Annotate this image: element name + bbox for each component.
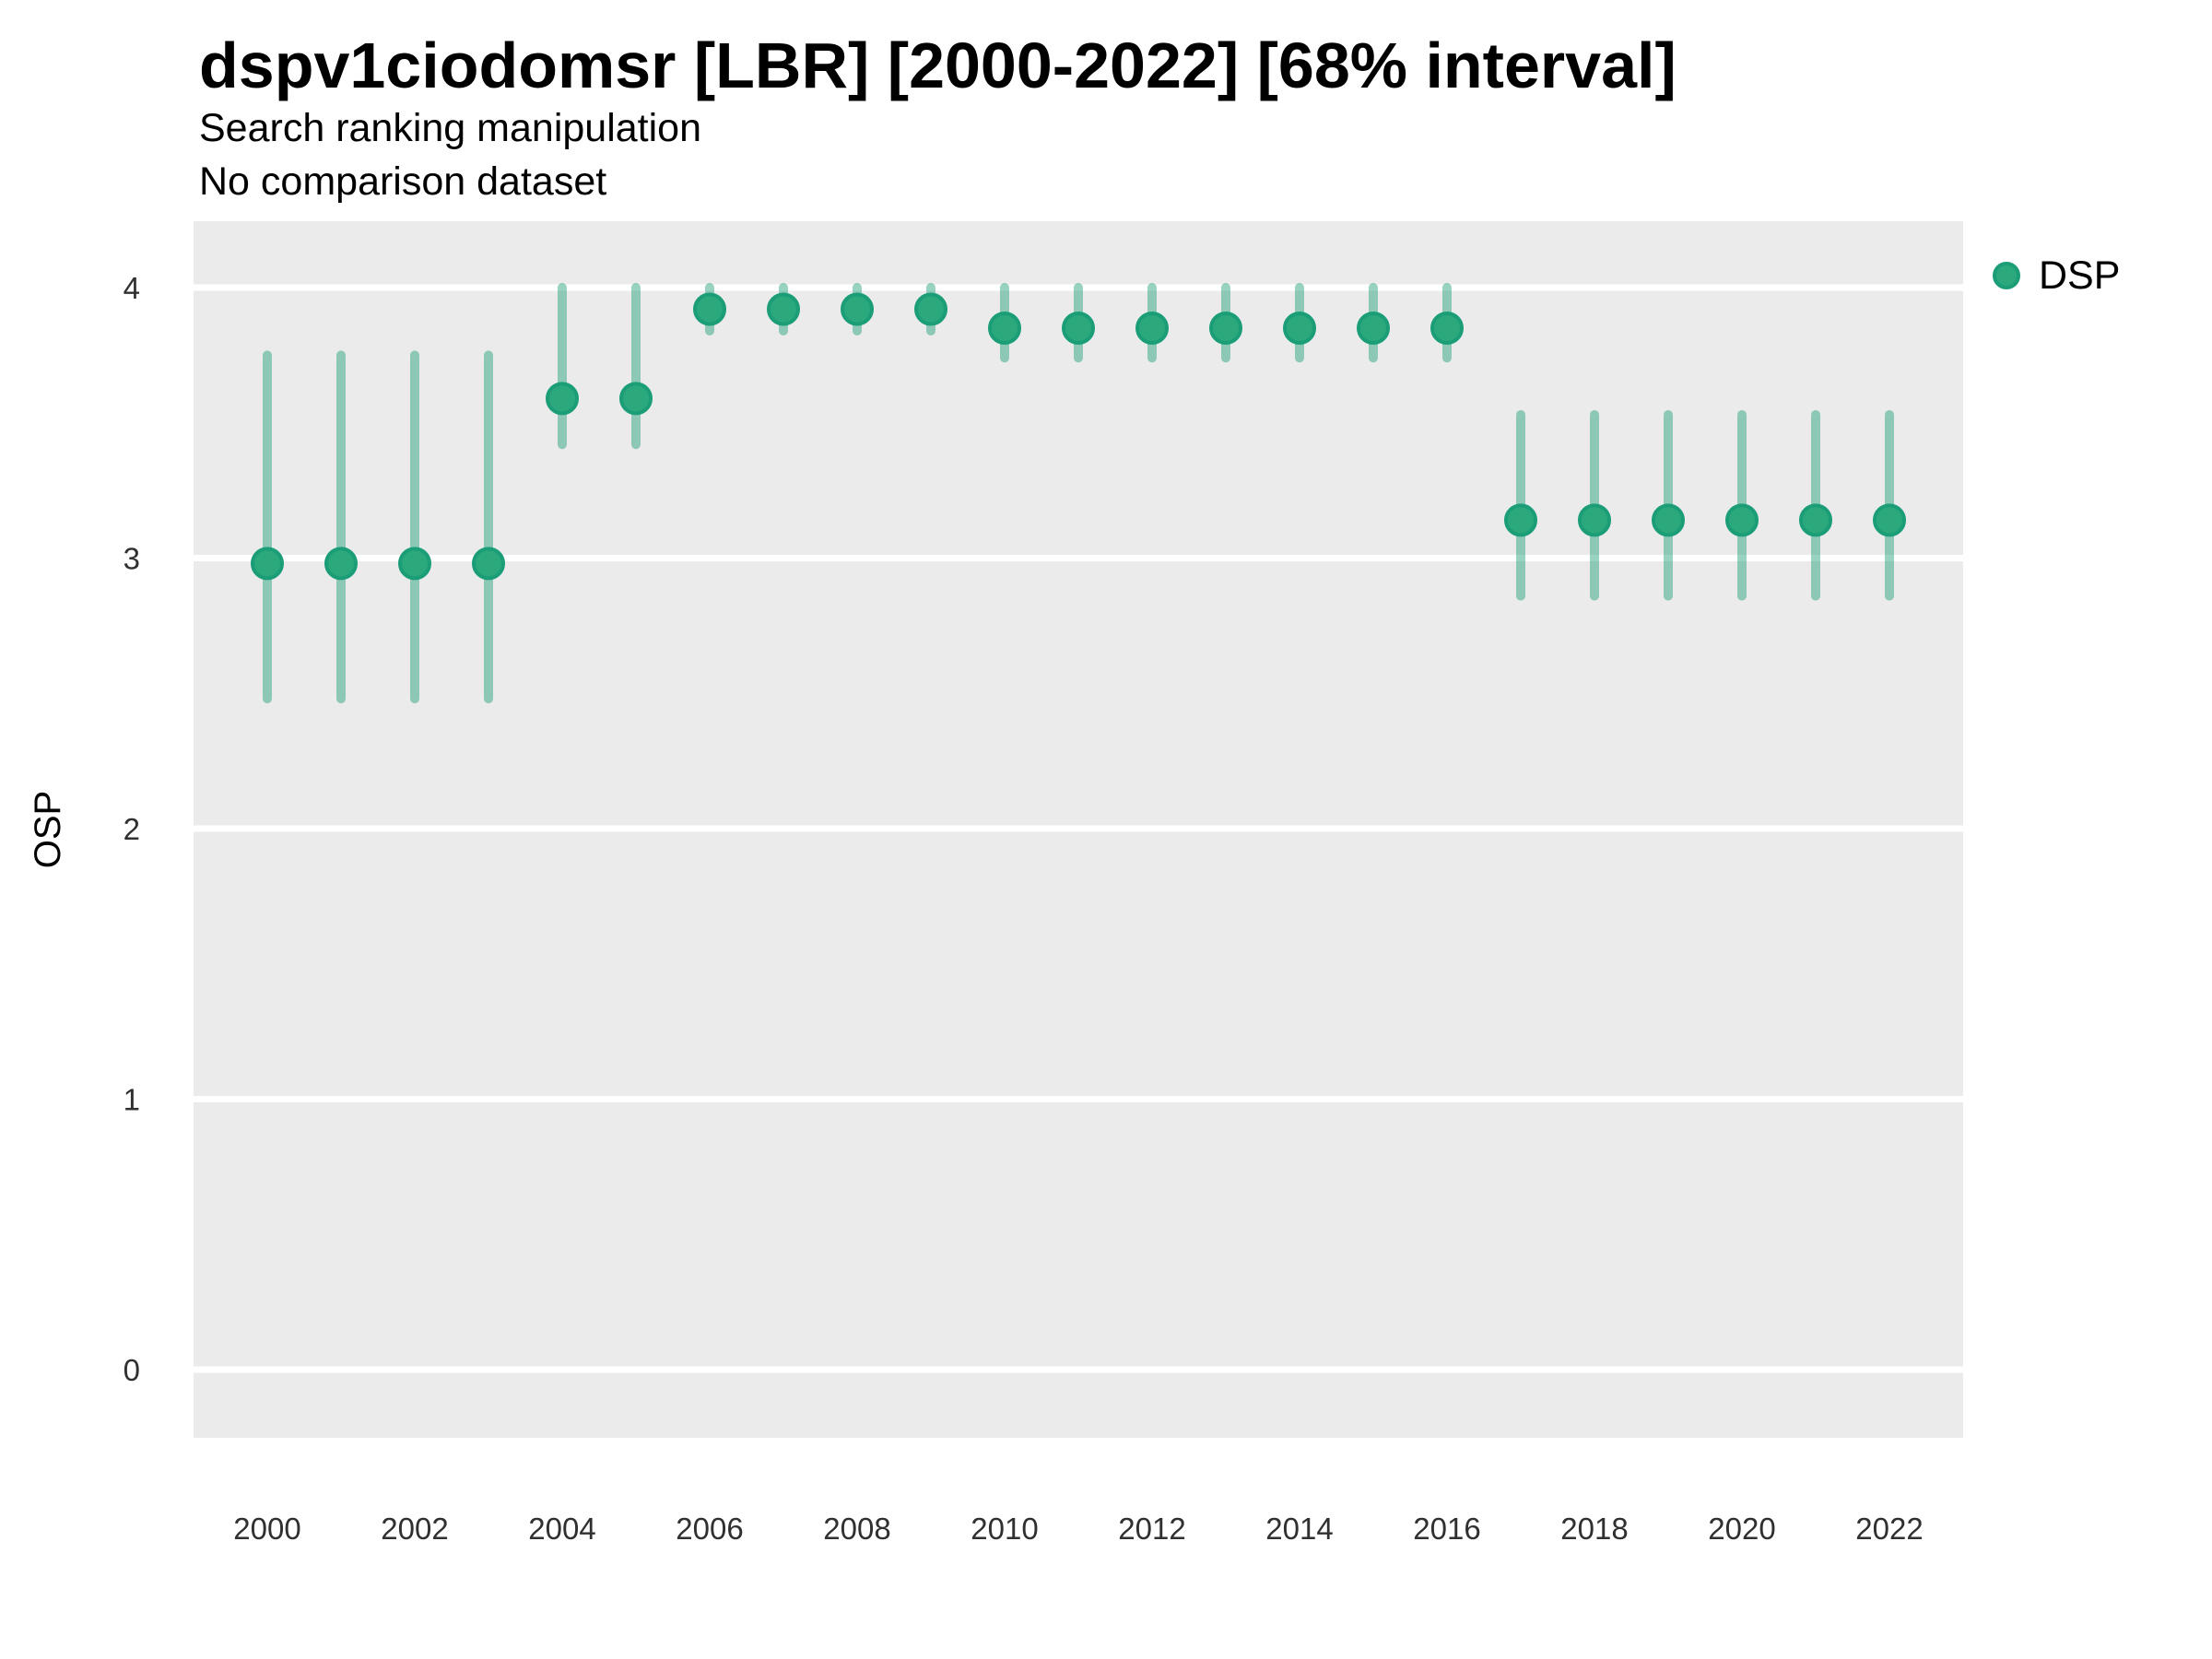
data-point [1209,312,1242,346]
x-tick-label: 2016 [1413,1512,1480,1546]
data-point [324,547,358,581]
y-tick-label: 2 [124,812,140,846]
data-point [1062,312,1095,346]
x-tick-label: 2014 [1265,1512,1333,1546]
y-tick-label: 4 [124,271,140,305]
data-point [1799,503,1832,537]
data-point [251,547,284,581]
legend: DSP [1991,253,2120,299]
x-tick-label: 2000 [233,1512,300,1546]
data-point [1135,312,1169,346]
data-point [1725,503,1759,537]
data-point [546,382,579,416]
data-point [914,292,947,326]
data-point [1873,503,1906,537]
x-tick-label: 2002 [381,1512,448,1546]
data-point [1430,312,1464,346]
legend-circle-icon [1993,262,2020,289]
data-point [1357,312,1390,346]
data-point [693,292,726,326]
chart-subtitle-line2: No comparison dataset [199,159,607,204]
x-tick-label: 2008 [823,1512,890,1546]
data-point [988,312,1021,346]
x-tick-label: 2012 [1118,1512,1185,1546]
x-tick-label: 2004 [528,1512,595,1546]
data-point [1578,503,1611,537]
x-tick-label: 2010 [971,1512,1038,1546]
x-tick-label: 2020 [1708,1512,1775,1546]
x-tick-label: 2018 [1560,1512,1628,1546]
x-tick-label: 2006 [676,1512,743,1546]
data-point [1283,312,1316,346]
x-tick-label: 2022 [1855,1512,1923,1546]
y-tick-label: 3 [124,542,140,576]
y-axis-title: OSP [28,790,68,869]
chart-title: dspv1ciodomsr [LBR] [2000-2022] [68% int… [199,29,1677,101]
data-point [767,292,800,326]
data-point [398,547,431,581]
y-tick-label: 0 [124,1353,140,1387]
legend-label: DSP [2039,253,2121,298]
data-point [472,547,505,581]
data-point [619,382,653,416]
data-point [841,292,874,326]
chart-subtitle-line1: Search ranking manipulation [199,106,701,150]
data-point [1652,503,1685,537]
y-tick-label: 1 [124,1083,140,1117]
data-point [1504,503,1537,537]
